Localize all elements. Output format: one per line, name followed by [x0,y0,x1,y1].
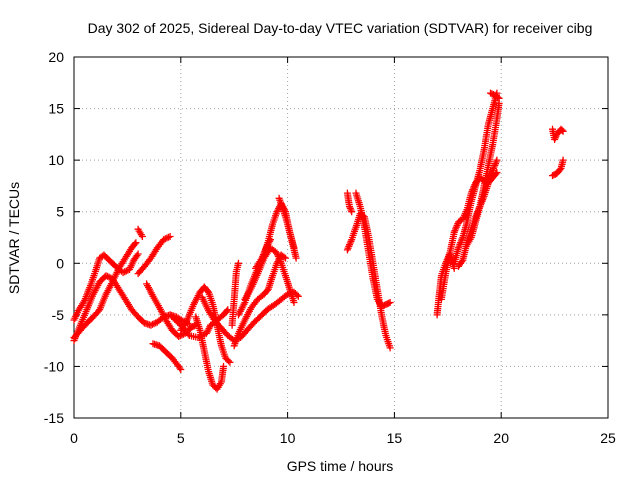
data-point [168,312,176,320]
data-point [178,331,186,339]
series-s6 [143,280,200,340]
data-point [235,259,242,267]
data-point [169,314,177,322]
data-point [559,127,567,135]
data-point [131,240,139,248]
chart-title: Day 302 of 2025, Sidereal Day-to-day VTE… [88,20,593,36]
plot-frame [73,56,609,419]
data-point [458,258,466,266]
data-point [556,166,564,174]
axis-ticks: 0 5 10 15 20 25 -15 -10 -5 0 5 10 15 20 [44,49,616,446]
x-tick-label: 20 [493,430,509,446]
series-s7 [149,340,185,373]
data-point [266,237,274,245]
data-point [493,156,501,164]
data-point [122,267,130,275]
x-tick-label: 5 [177,430,185,446]
data-point [163,234,171,242]
data-point [559,156,567,164]
data-point [147,321,155,329]
data-point [166,233,174,240]
data-point [161,235,169,243]
y-tick-label: 0 [56,255,64,271]
y-tick-label: 10 [48,152,64,168]
series-s9 [177,283,234,366]
y-tick-label: 5 [56,204,64,220]
series-s4 [134,233,174,278]
data-point [160,236,168,244]
y-tick-label: -5 [52,307,65,323]
series-s3 [70,239,140,341]
data-point [104,272,112,280]
series-s17 [252,236,274,272]
data-point [386,299,394,306]
x-tick-label: 15 [387,430,403,446]
series-s10 [192,313,227,393]
data-point [138,233,146,240]
x-axis-label: GPS time / hours [287,458,394,474]
data-point [119,269,127,277]
y-tick-label: 20 [48,49,64,65]
data-point [132,239,140,247]
series-s26 [463,99,503,249]
y-tick-label: -10 [44,358,64,374]
data-marks [70,89,567,393]
data-point [165,233,172,241]
series-s5 [134,225,146,240]
y-axis-label: SDTVAR / TECUs [6,182,22,294]
series-s28 [549,125,567,143]
series-s21 [352,189,394,311]
grid [74,57,608,418]
x-tick-label: 25 [600,430,616,446]
series-s13 [228,259,242,329]
series-s2 [70,250,142,324]
data-point [176,364,184,372]
data-point [494,93,502,101]
x-tick-label: 0 [70,430,78,446]
series-s19 [343,189,356,216]
data-point [220,362,227,370]
data-point [133,252,141,260]
data-point [348,208,356,216]
data-point [121,268,129,276]
data-point [282,254,289,262]
series-s16 [241,244,298,306]
data-point [223,307,231,315]
data-point [294,292,302,300]
data-point [386,344,394,352]
series-s12 [207,306,232,329]
data-point [280,253,288,261]
data-point [175,333,183,340]
series-s24 [450,89,501,267]
series-s18 [275,194,300,262]
data-point [105,273,113,281]
data-point [177,366,185,373]
y-tick-label: -15 [44,410,64,426]
data-point [492,170,500,178]
data-point [558,126,566,134]
data-point [174,318,182,326]
series-s27 [487,89,503,102]
data-point [102,272,110,280]
data-point [226,358,234,366]
data-point [150,320,158,328]
series-s29 [549,156,567,180]
x-tick-label: 10 [280,430,296,446]
data-point [495,94,503,102]
series-s14 [230,251,289,350]
data-point [292,254,300,262]
data-point [225,357,232,365]
y-tick-label: 15 [48,101,64,117]
data-point [290,299,298,306]
data-point [134,250,142,258]
data-point [267,236,274,244]
data-point [385,299,393,307]
data-point [149,320,156,328]
